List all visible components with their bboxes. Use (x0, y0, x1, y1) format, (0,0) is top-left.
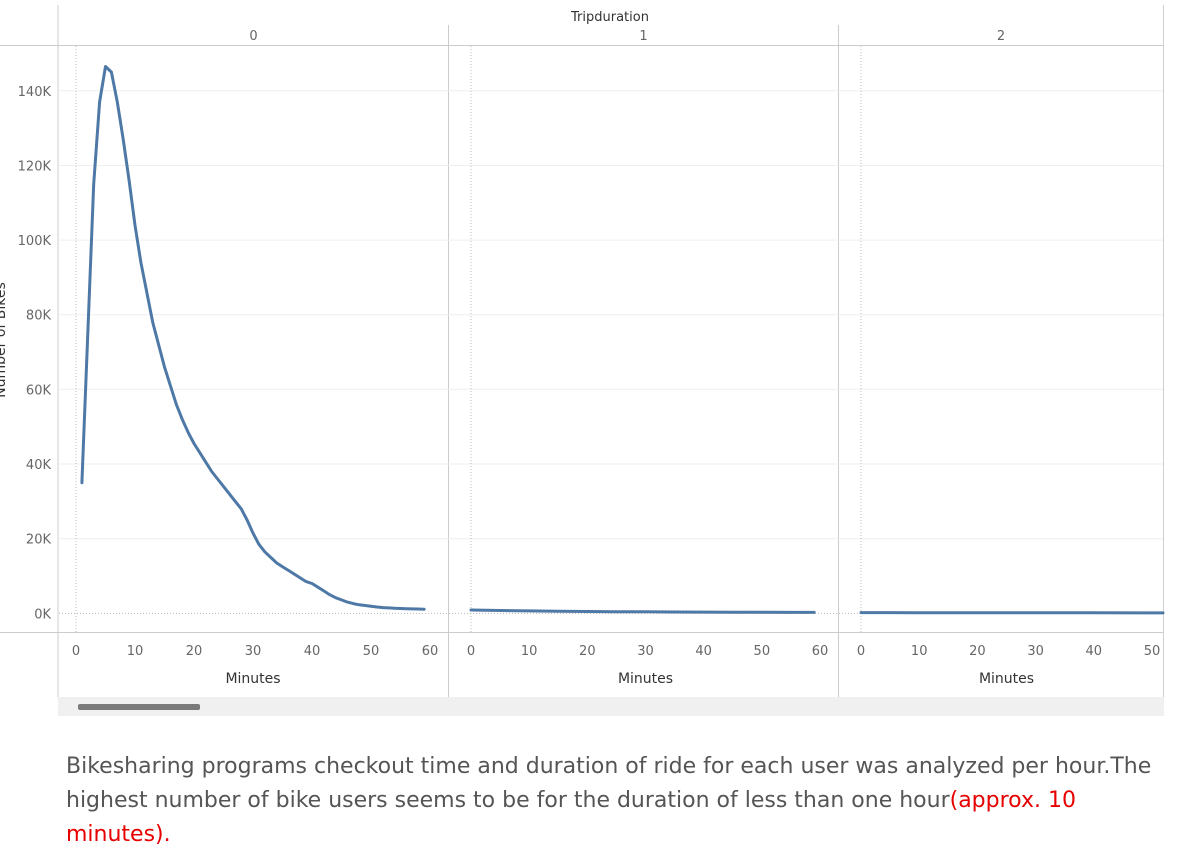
y-tick-label: 80K (26, 309, 52, 324)
y-tick-label: 120K (18, 159, 52, 174)
x-tick-label: 40 (695, 644, 712, 659)
x-tick-label: 40 (304, 644, 321, 659)
x-tick-label: 10 (911, 644, 928, 659)
column-header-title: Tripduration (570, 10, 649, 25)
y-tick-label: 20K (26, 533, 52, 548)
y-tick-label: 100K (18, 234, 52, 249)
x-axis-title: Minutes (225, 671, 280, 687)
caption-text: Bikesharing programs checkout time and d… (66, 754, 1152, 813)
x-tick-label: 20 (186, 644, 203, 659)
panel-0: 0 0 10 20 30 40 50 60 Minutes (72, 29, 438, 687)
panel-header-label: 0 (249, 29, 257, 44)
x-axis-title: Minutes (979, 671, 1034, 687)
panel-header-label: 2 (997, 29, 1005, 44)
y-tick-label: 140K (18, 85, 52, 100)
x-tick-label: 50 (1144, 644, 1161, 659)
x-tick-label: 60 (812, 644, 829, 659)
chart-caption: Bikesharing programs checkout time and d… (66, 750, 1166, 852)
x-tick-label: 20 (969, 644, 986, 659)
x-tick-label: 10 (127, 644, 144, 659)
y-tick-label: 0K (34, 607, 51, 622)
caption-highlight: (approx. 10 minutes). (66, 788, 1076, 847)
horizontal-scrollbar[interactable] (58, 697, 1164, 716)
panel-header-label: 1 (639, 29, 647, 44)
y-axis-title: Number of Bikes (0, 282, 9, 398)
x-axis-title: Minutes (618, 671, 673, 687)
series-line (469, 608, 816, 614)
x-tick-label: 50 (363, 644, 380, 659)
x-tick-label: 0 (72, 644, 80, 659)
x-tick-label: 30 (1027, 644, 1044, 659)
x-tick-label: 30 (637, 644, 654, 659)
x-tick-label: 10 (521, 644, 538, 659)
x-tick-label: 20 (579, 644, 596, 659)
scrollbar-thumb[interactable] (78, 704, 200, 710)
x-tick-label: 0 (857, 644, 865, 659)
x-tick-label: 30 (245, 644, 262, 659)
y-tick-label: 60K (26, 383, 52, 398)
y-tick-label: 40K (26, 458, 52, 473)
x-tick-label: 40 (1086, 644, 1103, 659)
trip-duration-chart: Tripduration Number of Bikes 0K 20K 40K 60K… (0, 5, 1165, 697)
series-line (80, 65, 426, 611)
x-tick-label: 0 (467, 644, 475, 659)
x-tick-label: 60 (422, 644, 439, 659)
x-tick-label: 50 (754, 644, 771, 659)
